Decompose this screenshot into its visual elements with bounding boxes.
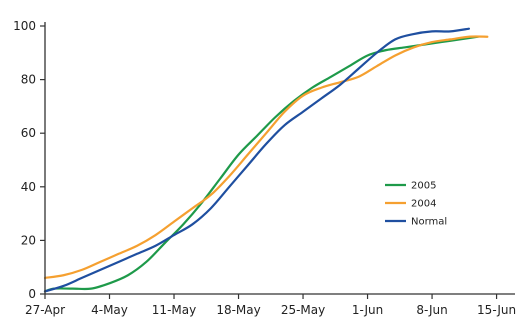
y-tick-label: 60	[21, 126, 36, 140]
series-line-2005	[43, 35, 480, 293]
x-tick-label: 4-May	[91, 303, 128, 317]
y-tick-label: 20	[21, 233, 36, 247]
y-tick-label: 40	[21, 180, 36, 194]
series-line-normal	[43, 27, 471, 293]
y-axis-ticks: 0 20 40 60 80 100	[13, 19, 45, 301]
x-tick-label: 25-May	[281, 303, 325, 317]
x-tick-label: 1-Jun	[352, 303, 383, 317]
legend-label-2004: 2004	[411, 199, 436, 210]
y-tick-label: 100	[13, 19, 36, 33]
axis-layer	[44, 22, 515, 295]
legend: 2005 2004 Normal	[385, 181, 447, 228]
x-tick-label: 27-Apr	[25, 303, 65, 317]
legend-label-2005: 2005	[411, 181, 436, 192]
x-tick-label: 15-Jun	[477, 303, 516, 317]
x-tick-label: 8-Jun	[416, 303, 447, 317]
legend-label-normal: Normal	[411, 217, 447, 228]
x-tick-label: 11-May	[152, 303, 196, 317]
x-axis-ticks: 27-Apr 4-May 11-May 18-May 25-May 1-Jun 8-Jun 1…	[25, 294, 516, 317]
series-layer	[43, 27, 489, 293]
series-line-2004	[43, 35, 489, 280]
x-tick-label: 18-May	[216, 303, 260, 317]
y-tick-label: 0	[28, 287, 36, 301]
y-tick-label: 80	[21, 73, 36, 87]
